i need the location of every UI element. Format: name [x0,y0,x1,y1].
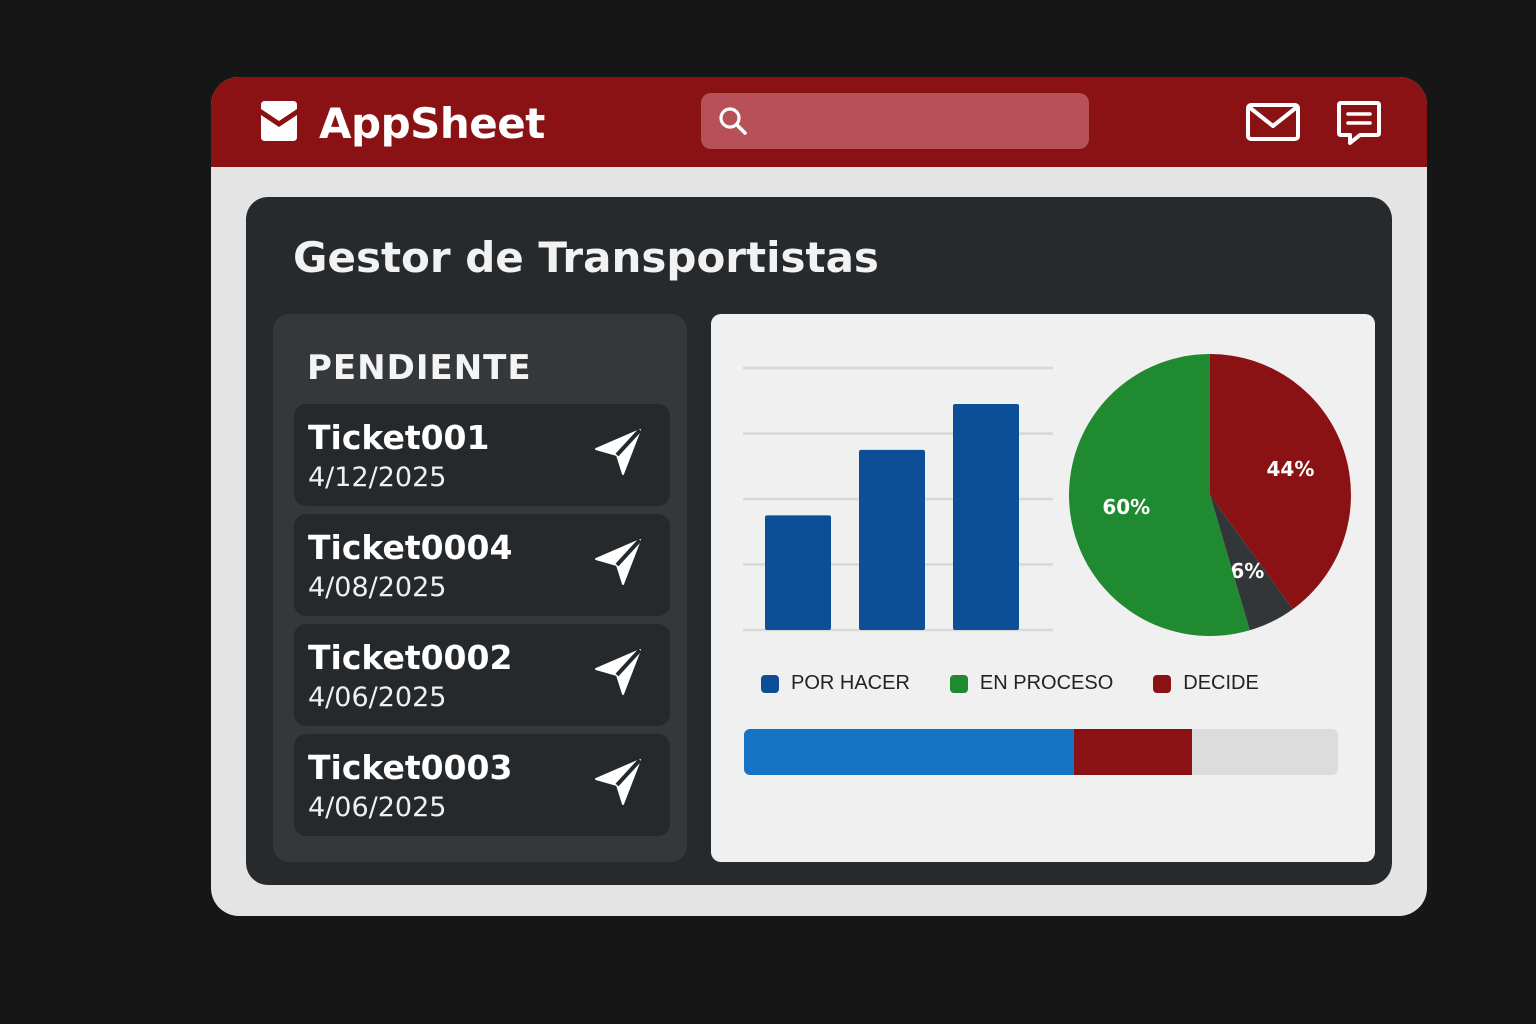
legend-swatch [761,674,779,693]
mail-icon[interactable] [1245,102,1301,146]
legend-label: POR HACER [791,672,910,694]
search-input[interactable] [761,101,1075,143]
bar [953,404,1019,630]
appsheet-logo-icon [255,97,303,149]
legend-item-en-proceso: EN PROCESO [949,672,1114,695]
bar-chart [743,366,1053,632]
pie-slice-label: 6% [1230,559,1264,583]
send-icon[interactable] [590,644,646,704]
app-logo[interactable]: AppSheet [255,97,545,149]
ticket-name: Ticket001 [308,418,490,457]
send-icon[interactable] [590,534,646,594]
legend-label: DECIDE [1183,672,1259,694]
top-bar: AppSheet [211,77,1427,167]
ticket-item[interactable]: Ticket0002 4/06/2025 [294,624,670,726]
message-icon[interactable] [1336,99,1382,151]
ticket-date: 4/06/2025 [308,792,447,823]
pie-slice [1068,354,1250,636]
ticket-name: Ticket0004 [308,528,513,567]
chart-legend: POR HACER EN PROCESO DECIDE [761,672,1299,695]
ticket-item[interactable]: Ticket0003 4/06/2025 [294,734,670,836]
legend-swatch [949,674,968,693]
ticket-item[interactable]: Ticket0004 4/08/2025 [294,514,670,616]
app-name: AppSheet [319,98,545,148]
legend-label: EN PROCESO [979,672,1114,694]
pending-list: PENDIENTE Ticket001 4/12/2025 Ticket0004… [273,314,687,862]
ticket-date: 4/06/2025 [308,682,447,713]
bar [859,449,925,630]
legend-swatch [1153,674,1172,693]
search-icon[interactable] [717,105,749,141]
app-window: AppSheet Gestor d [211,77,1427,916]
send-icon[interactable] [590,754,646,814]
page-title: Gestor de Transportistas [293,233,879,282]
bar [765,515,831,630]
progress-bar [744,729,1338,775]
ticket-name: Ticket0003 [308,748,513,787]
pie-slice [1210,354,1351,610]
search-bar[interactable] [701,93,1089,149]
main-panel: Gestor de Transportistas PENDIENTE Ticke… [246,197,1392,885]
pie-slice-label: 60% [1102,495,1150,519]
ticket-date: 4/08/2025 [308,572,447,603]
pie-chart: 44% 6% 60% [1068,354,1351,636]
pie-slice-label: 44% [1267,457,1315,481]
send-icon[interactable] [590,424,646,484]
pending-heading: PENDIENTE [307,348,532,388]
legend-item-por-hacer: POR HACER [761,672,910,695]
ticket-date: 4/12/2025 [308,462,447,493]
ticket-name: Ticket0002 [308,638,513,677]
legend-item-decide: DECIDE [1153,672,1259,695]
progress-segment [744,729,1074,775]
progress-segment [1073,729,1193,775]
pie-slice [1210,495,1293,631]
chart-card: 44% 6% 60% POR HACER EN PROCESO DECIDE [711,314,1375,862]
ticket-item[interactable]: Ticket001 4/12/2025 [294,404,670,506]
